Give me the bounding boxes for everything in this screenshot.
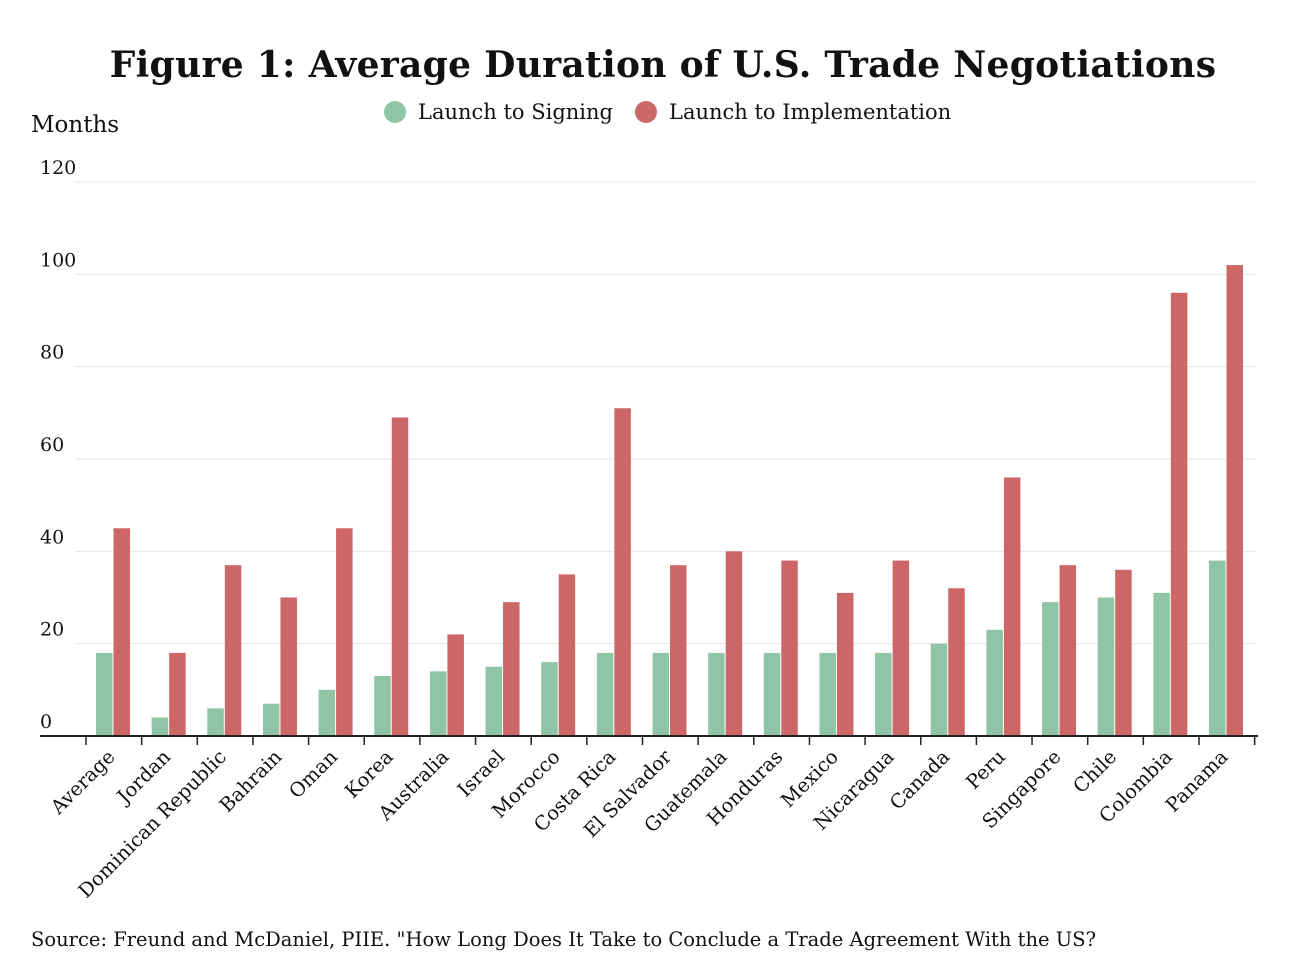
legend-item-implementation: Launch to Implementation <box>635 100 951 124</box>
x-tick-label: Canada <box>885 745 954 814</box>
bar-signing <box>262 703 280 736</box>
bar-signing <box>1153 592 1170 736</box>
bar-implementation <box>391 417 409 736</box>
bar-implementation <box>1170 292 1188 736</box>
legend-item-signing: Launch to Signing <box>384 100 613 124</box>
bar-implementation <box>503 602 520 736</box>
bar-signing <box>875 652 892 736</box>
bar-signing <box>652 652 669 736</box>
legend-label-implementation: Launch to Implementation <box>669 100 952 124</box>
bar-implementation <box>1115 569 1132 736</box>
bar-signing <box>207 708 224 736</box>
bar-signing <box>1097 597 1115 736</box>
bar-signing <box>763 652 781 736</box>
y-tick-label: 120 <box>40 157 76 179</box>
bar-implementation <box>1059 565 1077 736</box>
bar-signing <box>986 629 1003 736</box>
y-tick-label: 0 <box>40 711 52 733</box>
y-tick-label: 100 <box>40 249 76 271</box>
x-tick-label: Oman <box>284 745 342 803</box>
bar-implementation <box>558 574 576 736</box>
bar-implementation <box>781 560 798 736</box>
bar-signing <box>596 652 614 736</box>
bar-implementation <box>113 528 130 736</box>
y-tick-label: 20 <box>40 619 64 641</box>
bar-implementation <box>224 565 242 736</box>
legend: Launch to Signing Launch to Implementati… <box>384 100 973 124</box>
bar-implementation <box>169 652 186 736</box>
bar-signing <box>318 689 336 736</box>
bar-implementation <box>336 528 353 736</box>
x-tick-label: Peru <box>961 745 1010 794</box>
bar-signing <box>429 671 447 736</box>
bar-implementation <box>670 565 687 736</box>
y-tick-label: 80 <box>40 342 64 364</box>
source-note: Source: Freund and McDaniel, PIIE. "How … <box>31 928 1097 951</box>
bar-signing <box>151 717 169 736</box>
legend-swatch-signing <box>384 101 406 123</box>
legend-swatch-implementation <box>635 101 657 123</box>
bar-implementation <box>614 408 631 736</box>
x-tick-label: Chile <box>1069 745 1122 798</box>
y-tick-label: 40 <box>40 526 64 548</box>
bar-implementation <box>725 551 743 736</box>
x-tick-label: Bahrain <box>215 745 287 817</box>
bar-signing <box>541 662 558 736</box>
bar-implementation <box>948 588 965 736</box>
bar-signing <box>485 666 503 736</box>
bar-implementation <box>836 592 854 736</box>
bar-signing <box>374 675 391 736</box>
x-tick-label: Panama <box>1161 745 1233 817</box>
bar-signing <box>708 652 725 736</box>
bar-implementation <box>280 597 297 736</box>
bar-signing <box>1042 602 1059 736</box>
legend-label-signing: Launch to Signing <box>418 100 613 124</box>
bar-signing <box>819 652 836 736</box>
bar-signing <box>96 652 113 736</box>
bar-implementation <box>447 634 464 736</box>
x-tick-label: Average <box>45 745 119 819</box>
chart-title: Figure 1: Average Duration of U.S. Trade… <box>109 44 1217 86</box>
y-tick-label: 60 <box>40 434 64 456</box>
bar-signing <box>930 643 948 736</box>
bar-implementation <box>892 560 910 736</box>
y-axis-label: Months <box>31 112 120 138</box>
bar-signing <box>1209 560 1226 736</box>
bar-implementation <box>1003 477 1021 736</box>
bar-implementation <box>1226 265 1243 736</box>
